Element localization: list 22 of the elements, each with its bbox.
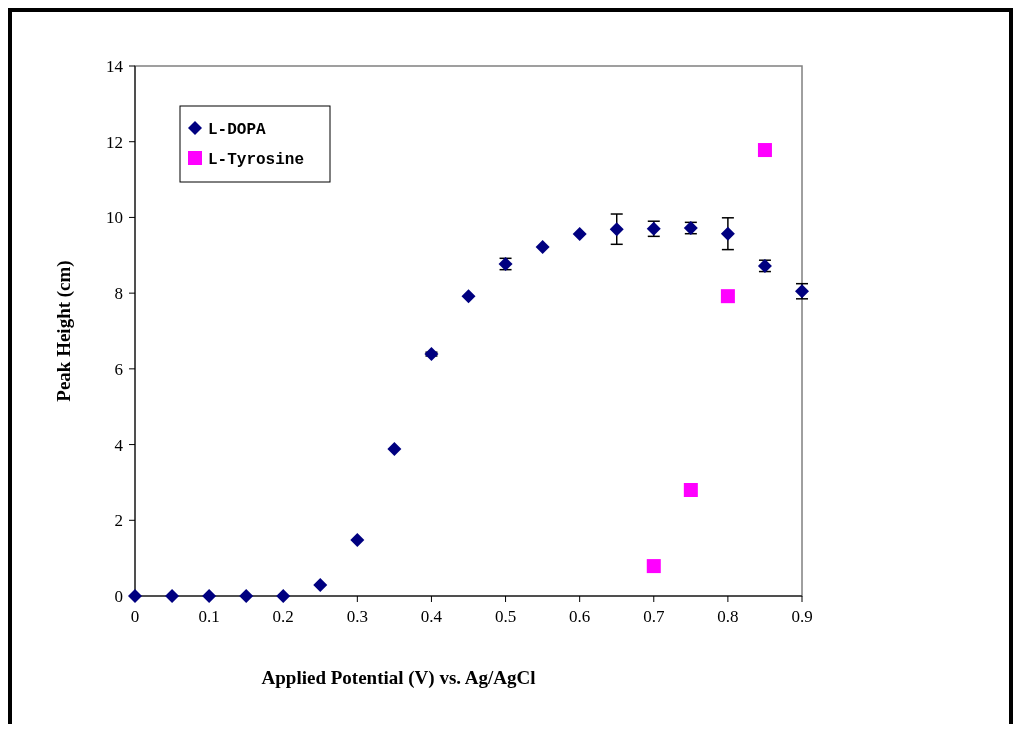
- legend-label: L-Tyrosine: [208, 151, 305, 169]
- y-tick-label: 6: [114, 359, 123, 379]
- y-tick-label: 4: [114, 435, 124, 455]
- y-tick-label: 12: [106, 132, 123, 152]
- y-axis-title: Peak Height (cm): [53, 260, 75, 402]
- x-tick-label: 0.3: [346, 607, 368, 626]
- legend-label: L-DOPA: [208, 121, 267, 139]
- x-tick-label: 0.2: [272, 607, 294, 626]
- x-tick-label: 0.4: [420, 607, 443, 626]
- x-tick-label: 0.6: [569, 607, 591, 626]
- y-tick-label: 8: [114, 284, 123, 304]
- y-tick-label: 14: [106, 57, 124, 76]
- y-tick-label: 10: [106, 208, 123, 228]
- x-tick-label: 0.7: [643, 607, 665, 626]
- y-tick-label: 2: [114, 511, 123, 531]
- x-tick-label: 0.8: [717, 607, 739, 626]
- x-tick-label: 0.5: [494, 607, 517, 626]
- x-tick-label: 0.9: [791, 607, 813, 626]
- x-tick-label: 0.1: [198, 607, 220, 626]
- x-tick-label: 0: [130, 607, 140, 626]
- x-axis-title: Applied Potential (V) vs. Ag/AgCl: [261, 667, 536, 689]
- y-tick-label: 0: [114, 587, 123, 606]
